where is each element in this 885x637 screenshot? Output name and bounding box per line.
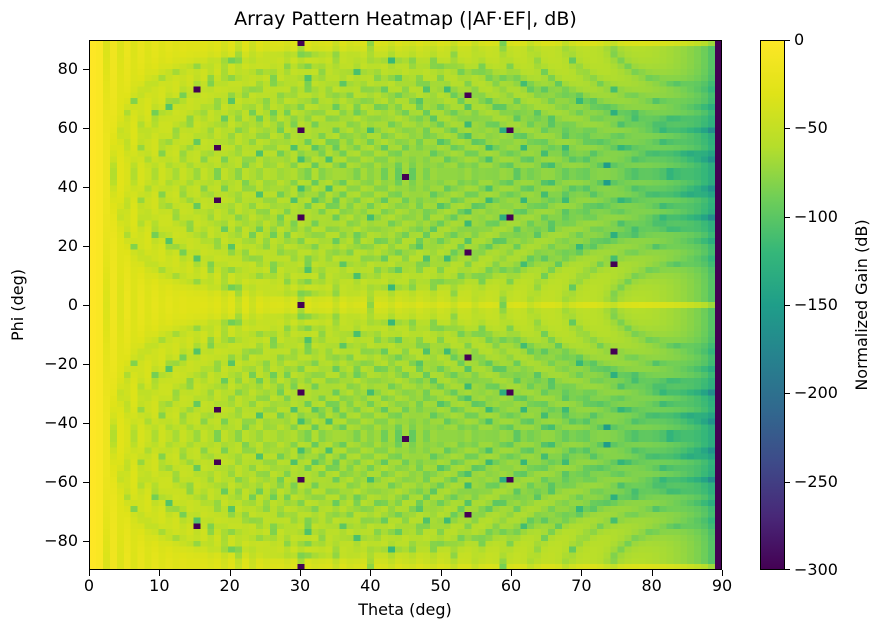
- x-tick-label: 60: [500, 576, 522, 595]
- x-tick-mark: [722, 570, 723, 576]
- y-axis-label: Phi (deg): [8, 269, 27, 341]
- x-tick-mark: [159, 570, 161, 576]
- colorbar-tick-mark: [785, 393, 790, 395]
- y-tick-mark: [83, 363, 89, 365]
- colorbar-tick-label: 0: [794, 30, 805, 49]
- y-tick-label: −80: [44, 530, 78, 550]
- y-tick-mark: [83, 187, 89, 189]
- colorbar-label: Normalized Gain (dB): [852, 219, 871, 391]
- y-tick-label: 20: [57, 236, 78, 256]
- x-tick-mark: [300, 570, 301, 576]
- x-tick-label: 10: [149, 576, 170, 595]
- y-tick-mark: [83, 422, 89, 424]
- colorbar: [760, 40, 785, 570]
- colorbar-tick-mark: [785, 40, 790, 41]
- x-tick-mark: [511, 570, 512, 576]
- y-tick-label: 0: [67, 295, 78, 314]
- x-tick-label: 80: [641, 576, 662, 595]
- x-tick-mark: [229, 570, 231, 576]
- y-tick-mark: [83, 305, 89, 306]
- x-tick-mark: [581, 570, 583, 576]
- y-tick-label: −40: [44, 412, 78, 432]
- heatmap-canvas: [89, 40, 722, 570]
- chart-title: Array Pattern Heatmap (|AF·EF|, dB): [234, 8, 577, 30]
- x-tick-mark: [440, 570, 442, 576]
- y-tick-label: 40: [57, 177, 78, 197]
- x-tick-label: 30: [289, 576, 311, 595]
- colorbar-tick-label: −300: [794, 560, 838, 579]
- x-axis-label: Theta (deg): [358, 600, 452, 619]
- colorbar-tick-mark: [785, 305, 790, 306]
- y-tick-mark: [83, 246, 89, 248]
- colorbar-tick-label: −200: [794, 383, 838, 403]
- y-tick-label: −20: [44, 353, 78, 373]
- colorbar-tick-label: −150: [794, 295, 838, 314]
- y-tick-label: −60: [44, 471, 78, 491]
- colorbar-tick-mark: [785, 481, 790, 483]
- colorbar-tick-label: −100: [794, 206, 838, 226]
- colorbar-tick-label: −50: [794, 118, 828, 138]
- x-tick-label: 90: [711, 576, 733, 595]
- x-tick-label: 70: [571, 576, 592, 595]
- y-tick-mark: [83, 128, 89, 130]
- y-tick-mark: [83, 540, 89, 542]
- x-tick-mark: [370, 570, 372, 576]
- y-tick-label: 80: [57, 59, 78, 79]
- colorbar-tick-mark: [785, 216, 790, 218]
- x-tick-mark: [651, 570, 653, 576]
- x-tick-label: 20: [219, 576, 240, 595]
- y-tick-label: 60: [57, 118, 78, 138]
- x-tick-label: 0: [83, 576, 95, 595]
- colorbar-tick-label: −250: [794, 471, 838, 491]
- x-tick-label: 50: [430, 576, 451, 595]
- colorbar-tick-mark: [785, 128, 790, 130]
- y-tick-mark: [83, 69, 89, 71]
- y-tick-mark: [83, 481, 89, 483]
- x-tick-label: 40: [360, 576, 381, 595]
- x-tick-mark: [89, 570, 90, 576]
- colorbar-tick-mark: [785, 569, 790, 570]
